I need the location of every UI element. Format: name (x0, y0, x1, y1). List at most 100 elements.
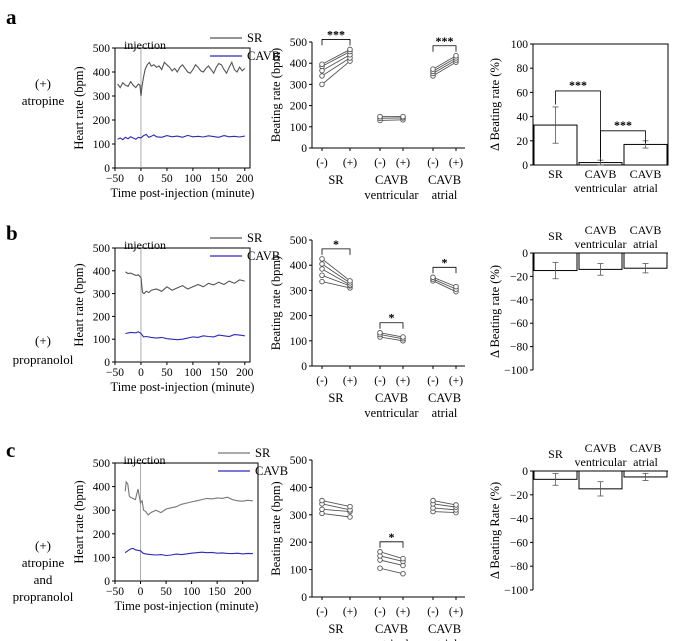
category-label: ventricular (575, 181, 627, 195)
plot-frame (114, 247, 251, 363)
paired-line (432, 503, 457, 508)
y-tick-label: 100 (93, 139, 111, 151)
significance-label: *** (436, 34, 454, 48)
legend-label: CAVB (255, 464, 288, 478)
x-tick-label: 200 (234, 586, 252, 598)
group-label: atrial (432, 637, 458, 641)
drug-label: and (34, 572, 53, 587)
y-tick-label: 400 (290, 260, 308, 272)
paired-line (321, 263, 351, 284)
x-axis-label: Time post-injection (minute) (115, 599, 259, 613)
y-axis-label: Δ Beating rate (%) (488, 58, 502, 151)
data-point-pre (377, 113, 383, 120)
data-point-pre (430, 497, 436, 504)
paired-line (432, 500, 457, 506)
paired-line (432, 511, 457, 514)
paired-line (321, 268, 351, 286)
y-axis-label: Beating rate (bpm) (269, 481, 283, 575)
paired-line (321, 51, 351, 67)
data-point-pre (319, 266, 325, 272)
y-tick-label: 100 (290, 565, 308, 577)
group-label: SR (328, 173, 344, 187)
paired-line (321, 500, 351, 508)
x-tick-label: 0 (138, 586, 144, 598)
drug-label: (+) (35, 538, 51, 553)
category-label: CAVB (630, 167, 662, 181)
y-tick-label: 200 (93, 529, 111, 541)
category-label: CAVB (630, 223, 662, 237)
data-point-post (347, 46, 353, 53)
y-tick-label: 300 (93, 91, 111, 103)
significance-label: * (442, 255, 448, 269)
x-tick-label: (+) (396, 157, 410, 169)
panel-c: c (+) atropine and propranolol 0 100 200 300 400 5… (6, 438, 668, 641)
x-tick-label: 200 (236, 173, 254, 185)
injection-label: injection (124, 38, 166, 52)
x-tick-label: (+) (449, 157, 463, 169)
y-tick-label: 300 (93, 289, 111, 301)
category-label: atrial (633, 237, 658, 251)
x-tick-label: −50 (106, 367, 124, 379)
y-tick-label: 500 (93, 458, 111, 470)
paired-line (432, 61, 457, 77)
y-axis-label: Heart rate (bpm) (72, 480, 86, 563)
panel-letter: b (6, 221, 18, 245)
beating-rate-chart: 0 100 200 300 400 500 (-) (+) (-) (+) (-) (+) SR CAVB… (269, 27, 465, 202)
drug-label: (+) (35, 76, 51, 91)
drug-label: atropine (22, 93, 65, 108)
x-tick-label: (-) (427, 606, 439, 618)
paired-line (379, 551, 404, 560)
x-axis-label: Time post-injection (minute) (111, 186, 255, 200)
category-label: SR (548, 167, 563, 181)
x-tick-label: (-) (316, 606, 328, 618)
y-tick-label: 500 (290, 37, 308, 49)
injection-label: injection (124, 238, 166, 252)
data-point-pre (430, 66, 436, 72)
data-point-pre (319, 278, 325, 285)
y-tick-label: 500 (290, 455, 308, 467)
y-tick-label: −60 (510, 318, 528, 330)
drug-label: propranolol (13, 589, 74, 604)
beating-rate-chart: 0 100 200 300 400 500 (-) (+) (-) (+) (-) (+) SR CAVB… (269, 235, 465, 420)
series-line-cavb (125, 331, 245, 341)
paired-line (432, 276, 457, 288)
paired-line (321, 258, 351, 282)
x-tick-label: 200 (236, 367, 254, 379)
y-tick-label: 100 (93, 334, 111, 346)
injection-label: injection (124, 453, 166, 467)
x-tick-label: 50 (160, 586, 172, 598)
paired-line (379, 559, 404, 566)
x-tick-label: 100 (184, 367, 202, 379)
significance-bracket (379, 322, 404, 329)
y-tick-label: −100 (504, 365, 528, 377)
x-tick-label: (+) (449, 606, 463, 618)
data-point-pre (319, 261, 325, 267)
group-label: SR (328, 391, 344, 405)
x-tick-label: 150 (209, 586, 227, 598)
y-tick-label: −100 (504, 585, 528, 597)
y-tick-label: 300 (290, 510, 308, 522)
y-tick-label: 60 (517, 87, 529, 99)
drug-label: (+) (35, 333, 51, 348)
y-tick-label: 0 (301, 592, 307, 604)
group-label: CAVB (428, 622, 461, 636)
series-line-sr (117, 61, 246, 97)
y-tick-label: 0 (301, 143, 307, 155)
x-tick-label: (-) (316, 375, 328, 387)
y-axis-label: Δ Beating Rate (%) (488, 482, 502, 579)
y-tick-label: −20 (510, 271, 528, 283)
panel-letter: a (6, 5, 17, 29)
y-tick-label: 200 (290, 311, 308, 323)
y-tick-label: 20 (517, 136, 529, 148)
x-tick-label: (-) (374, 375, 386, 387)
data-point-pre (319, 256, 325, 262)
paired-line (321, 274, 351, 287)
x-tick-label: −50 (106, 586, 124, 598)
y-tick-label: 0 (104, 357, 110, 369)
paired-line (432, 507, 457, 511)
series-line-cavb (117, 133, 245, 141)
category-label: ventricular (575, 455, 627, 469)
